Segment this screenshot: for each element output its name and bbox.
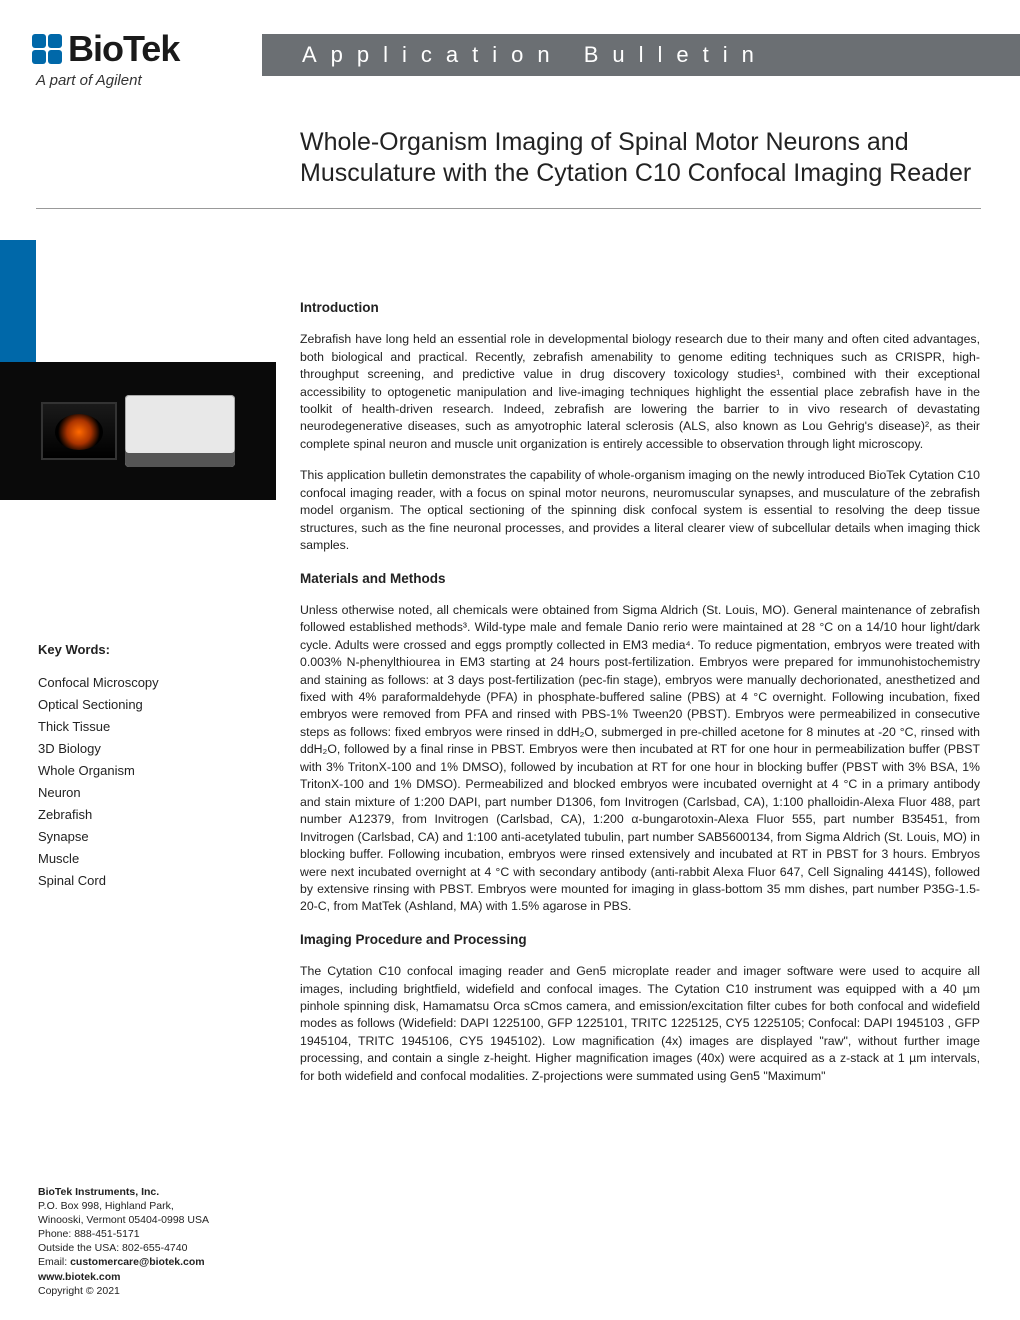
section-heading-introduction: Introduction: [300, 298, 980, 317]
logo-icon: [32, 34, 62, 64]
email-value: customercare@biotek.com: [70, 1256, 205, 1268]
keyword-item: Synapse: [38, 829, 268, 844]
instrument-icon: [125, 395, 235, 467]
keywords-list: Confocal Microscopy Optical Sectioning Thi…: [38, 675, 268, 888]
keyword-item: Zebrafish: [38, 807, 268, 822]
logo-square: [32, 34, 46, 48]
imaging-paragraph-1: The Cytation C10 confocal imaging reader…: [300, 963, 980, 1085]
logo-square: [48, 34, 62, 48]
body-content: Introduction Zebrafish have long held an…: [300, 298, 980, 1099]
address-line-2: Winooski, Vermont 05404-0998 USA: [38, 1213, 278, 1227]
address-line-1: P.O. Box 998, Highland Park,: [38, 1199, 278, 1213]
intro-paragraph-2: This application bulletin demonstrates t…: [300, 467, 980, 554]
keyword-item: Optical Sectioning: [38, 697, 268, 712]
keyword-item: Whole Organism: [38, 763, 268, 778]
email-line: Email: customercare@biotek.com: [38, 1255, 278, 1269]
product-image: [0, 362, 276, 500]
logo-subtitle: A part of Agilent: [36, 72, 262, 89]
website: www.biotek.com: [38, 1270, 278, 1284]
materials-paragraph-1: Unless otherwise noted, all chemicals we…: [300, 602, 980, 916]
keyword-item: 3D Biology: [38, 741, 268, 756]
keyword-item: Neuron: [38, 785, 268, 800]
monitor-icon: [41, 402, 117, 460]
logo-block: BioTek A part of Agilent: [32, 28, 262, 89]
logo-text: BioTek: [68, 28, 179, 70]
keyword-item: Spinal Cord: [38, 873, 268, 888]
keyword-item: Confocal Microscopy: [38, 675, 268, 690]
intro-paragraph-1: Zebrafish have long held an essential ro…: [300, 331, 980, 453]
phone: Phone: 888-451-5171: [38, 1227, 278, 1241]
phone-intl: Outside the USA: 802-655-4740: [38, 1241, 278, 1255]
section-heading-imaging: Imaging Procedure and Processing: [300, 930, 980, 949]
logo-square: [48, 50, 62, 64]
page-title: Whole-Organism Imaging of Spinal Motor N…: [300, 127, 980, 190]
company-name: BioTek Instruments, Inc.: [38, 1185, 278, 1199]
keyword-item: Muscle: [38, 851, 268, 866]
banner: Application Bulletin: [262, 34, 1020, 76]
header: BioTek A part of Agilent Application Bul…: [0, 0, 1020, 89]
title-block: Whole-Organism Imaging of Spinal Motor N…: [300, 127, 1020, 190]
logo-row: BioTek: [32, 28, 262, 70]
contact-block: BioTek Instruments, Inc. P.O. Box 998, H…: [38, 1185, 278, 1298]
keywords-sidebar: Key Words: Confocal Microscopy Optical Se…: [38, 642, 268, 895]
email-label: Email:: [38, 1256, 70, 1268]
blue-sidebar-accent: [0, 240, 36, 362]
logo-square: [32, 50, 46, 64]
copyright: Copyright © 2021: [38, 1284, 278, 1298]
keyword-item: Thick Tissue: [38, 719, 268, 734]
keywords-heading: Key Words:: [38, 642, 268, 657]
section-heading-materials: Materials and Methods: [300, 569, 980, 588]
title-divider: [36, 208, 981, 209]
